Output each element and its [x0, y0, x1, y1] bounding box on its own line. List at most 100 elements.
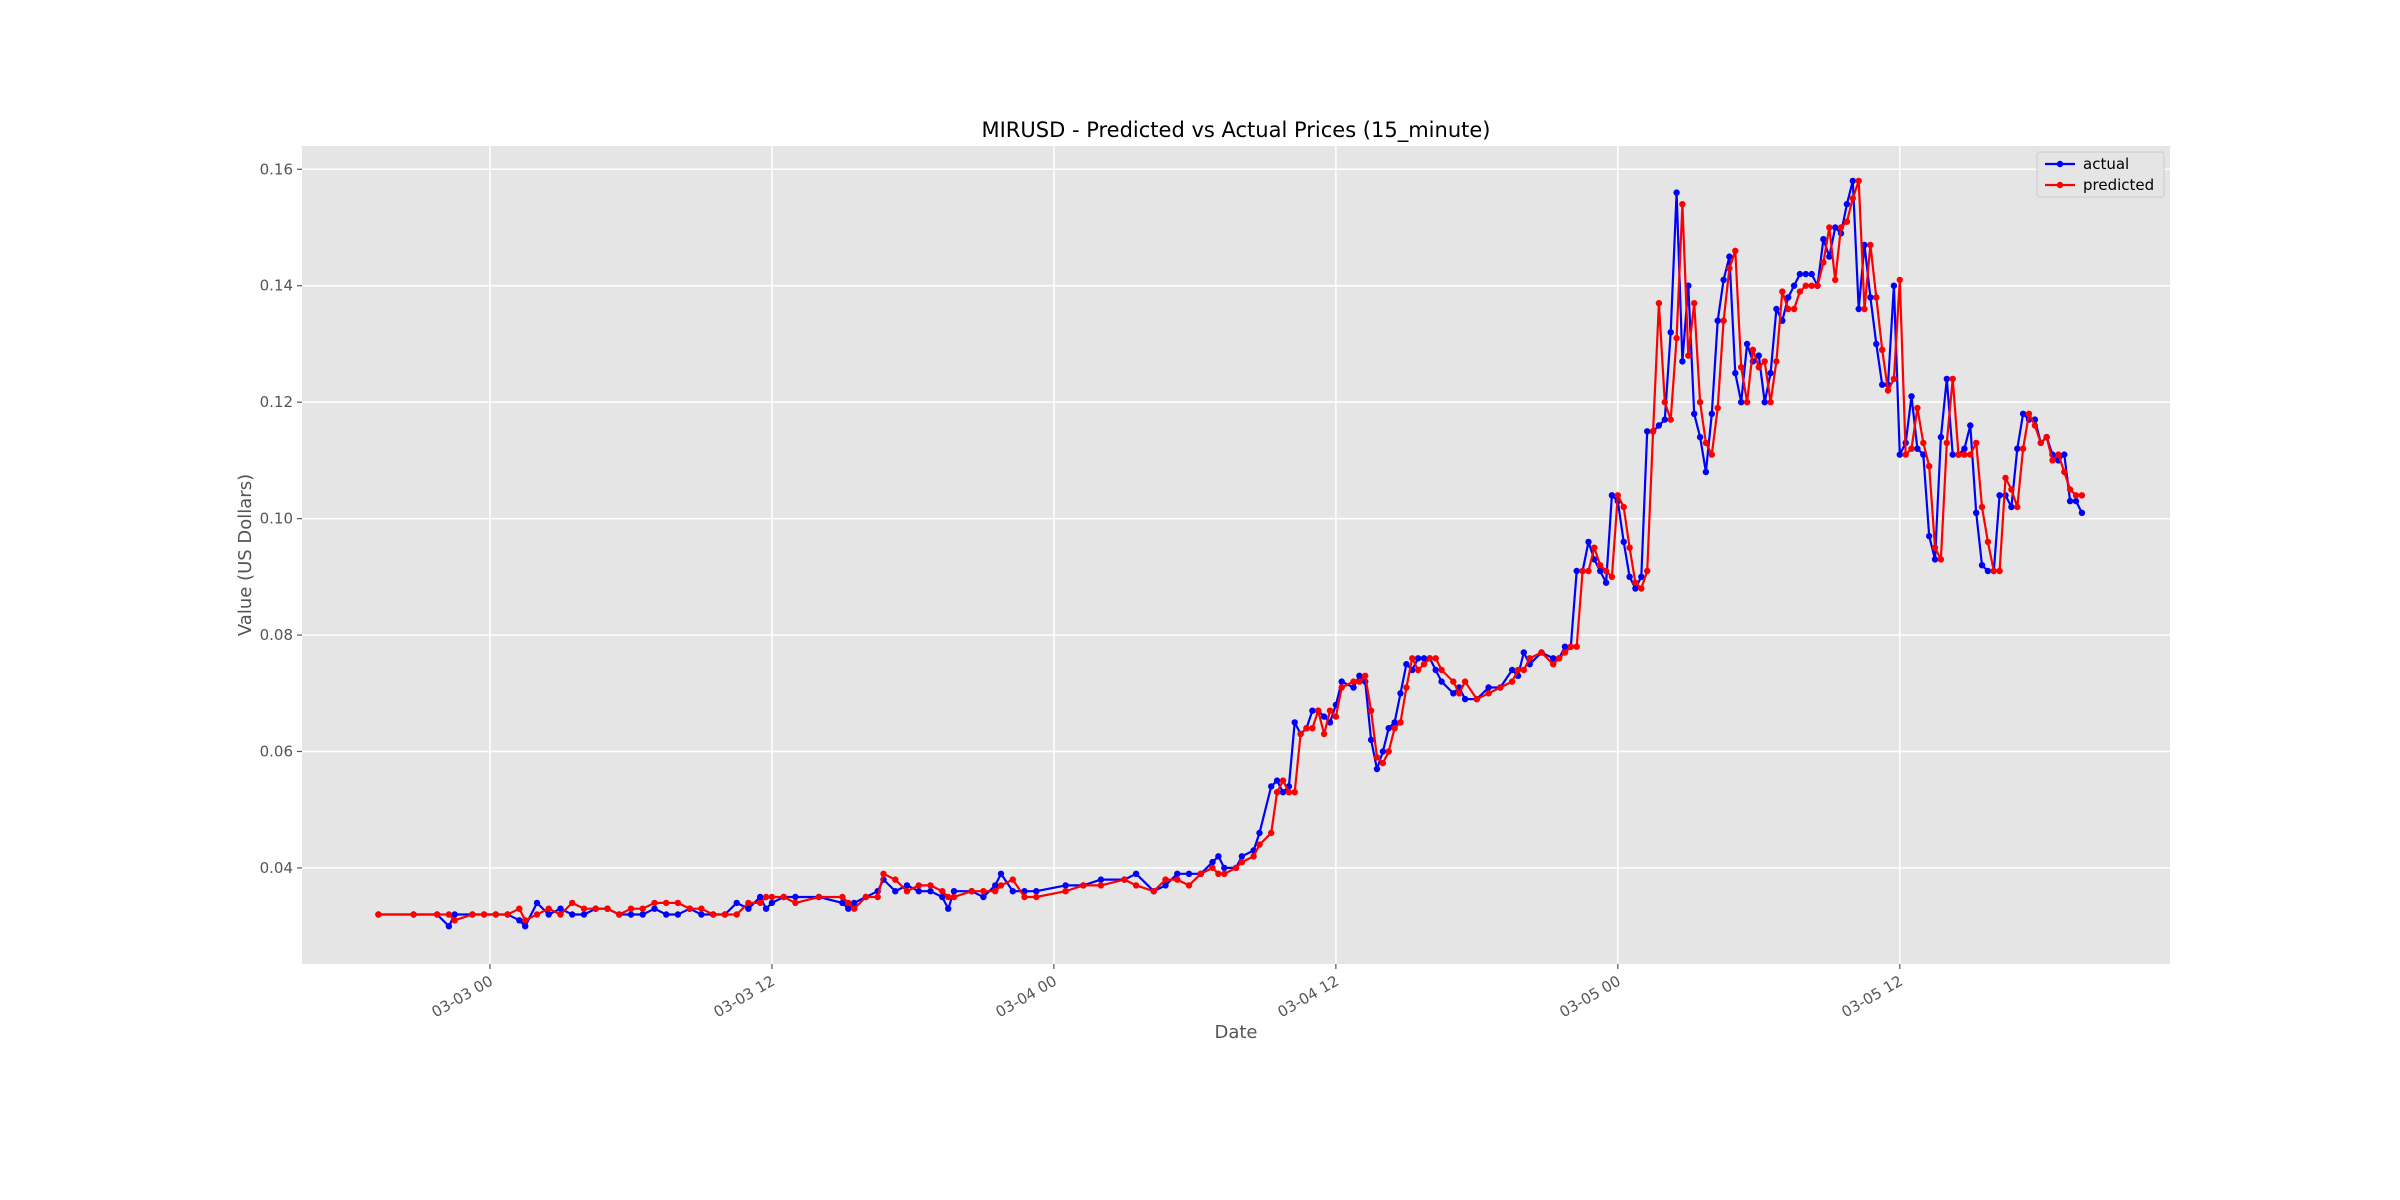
data-point-actual [1508, 666, 1516, 674]
data-point-actual [1438, 678, 1445, 685]
data-point-actual [1808, 270, 1815, 278]
data-point-actual [1855, 305, 1862, 313]
series-layer [375, 177, 2086, 930]
data-point-predicted [1820, 259, 1827, 266]
data-point-actual [1843, 201, 1851, 208]
legend-label-predicted: predicted [2083, 176, 2154, 194]
data-point-actual [2072, 497, 2080, 505]
data-point-actual [1726, 253, 1733, 260]
data-point-actual [1714, 317, 1721, 324]
data-point-predicted [433, 911, 441, 918]
data-point-predicted [1514, 666, 1522, 674]
data-point-predicted [1849, 195, 1857, 202]
data-point-actual [1826, 253, 1833, 260]
data-point-predicted [2049, 457, 2056, 464]
data-point-predicted [451, 917, 458, 924]
data-point-predicted [2043, 433, 2050, 441]
data-point-predicted [1080, 882, 1087, 889]
data-point-actual [1949, 451, 1956, 458]
data-point-predicted [1661, 399, 1669, 406]
data-point-actual [1984, 567, 1992, 575]
data-point-actual [950, 888, 958, 895]
data-point-predicted [1497, 684, 1504, 691]
legend-label-actual: actual [2083, 155, 2129, 173]
data-point-predicted [1761, 358, 1768, 365]
data-point-predicted [1315, 707, 1322, 714]
data-point-actual [2061, 451, 2068, 458]
data-point-predicted [992, 888, 999, 895]
data-point-actual [545, 911, 552, 918]
data-point-actual [1873, 340, 1880, 348]
data-point-actual [698, 911, 705, 918]
data-point-predicted [1755, 364, 1763, 371]
data-point-actual [1773, 305, 1780, 313]
series-predicted [375, 177, 2086, 924]
data-point-predicted [1779, 288, 1786, 295]
data-point-actual [1033, 888, 1040, 895]
data-point-predicted [1726, 265, 1733, 272]
data-point-predicted [1808, 282, 1815, 289]
data-point-actual [1209, 858, 1216, 866]
data-point-predicted [1873, 294, 1880, 301]
data-point-actual [2014, 445, 2021, 452]
data-point-predicted [733, 911, 740, 918]
data-point-actual [1385, 725, 1392, 732]
data-point-actual [1767, 369, 1774, 377]
data-point-predicted [480, 911, 488, 918]
data-point-actual [1832, 224, 1839, 231]
y-axis-label: Value (US Dollars) [235, 474, 256, 636]
data-point-predicted [927, 882, 934, 889]
data-point-predicted [1409, 655, 1416, 662]
data-point-predicted [1209, 864, 1216, 872]
data-point-predicted [1814, 282, 1821, 289]
data-point-predicted [1279, 777, 1287, 784]
data-point-actual [1291, 719, 1298, 726]
data-point-predicted [1626, 544, 1633, 551]
data-point-actual [927, 888, 934, 895]
data-point-predicted [639, 905, 646, 912]
data-point-actual [1450, 690, 1457, 697]
data-point-actual [1397, 690, 1404, 697]
data-point-predicted [1655, 300, 1663, 307]
data-point-predicted [1679, 201, 1686, 208]
data-point-actual [839, 899, 846, 907]
data-point-actual [580, 911, 588, 918]
data-point-predicted [768, 893, 776, 901]
data-point-predicted [1232, 864, 1240, 872]
data-point-predicted [1914, 404, 1921, 412]
data-point-predicted [780, 893, 787, 901]
data-point-predicted [2025, 410, 2033, 417]
data-point-predicted [2061, 468, 2068, 476]
data-point-predicted [1197, 870, 1205, 877]
data-point-predicted [504, 911, 511, 918]
data-point-actual [792, 893, 799, 901]
data-point-predicted [1121, 876, 1128, 883]
data-point-predicted [1632, 579, 1639, 586]
data-point-predicted [1943, 439, 1951, 447]
data-point-predicted [1767, 399, 1774, 406]
data-point-predicted [915, 882, 922, 889]
data-point-predicted [2072, 492, 2080, 499]
data-point-actual [1943, 375, 1951, 383]
data-point-predicted [1961, 451, 1968, 458]
data-point-actual [1273, 777, 1281, 784]
data-point-actual [1174, 870, 1181, 877]
data-point-actual [1896, 451, 1904, 458]
data-point-predicted [2014, 503, 2021, 511]
data-point-predicted [1931, 544, 1939, 551]
data-point-predicted [1955, 451, 1962, 458]
data-point-actual [1485, 684, 1492, 691]
data-point-actual [1761, 399, 1768, 406]
data-point-predicted [1397, 719, 1404, 726]
data-point-actual [1132, 870, 1140, 877]
data-point-predicted [557, 911, 564, 918]
data-point-predicted [710, 911, 717, 918]
data-point-actual [1403, 661, 1410, 668]
data-point-actual [1185, 870, 1193, 877]
data-point-actual [1350, 684, 1357, 691]
data-point-predicted [851, 905, 858, 912]
data-point-predicted [1303, 725, 1310, 732]
data-point-predicted [939, 888, 946, 895]
data-point-predicted [1638, 585, 1645, 592]
data-point-actual [1062, 882, 1069, 889]
